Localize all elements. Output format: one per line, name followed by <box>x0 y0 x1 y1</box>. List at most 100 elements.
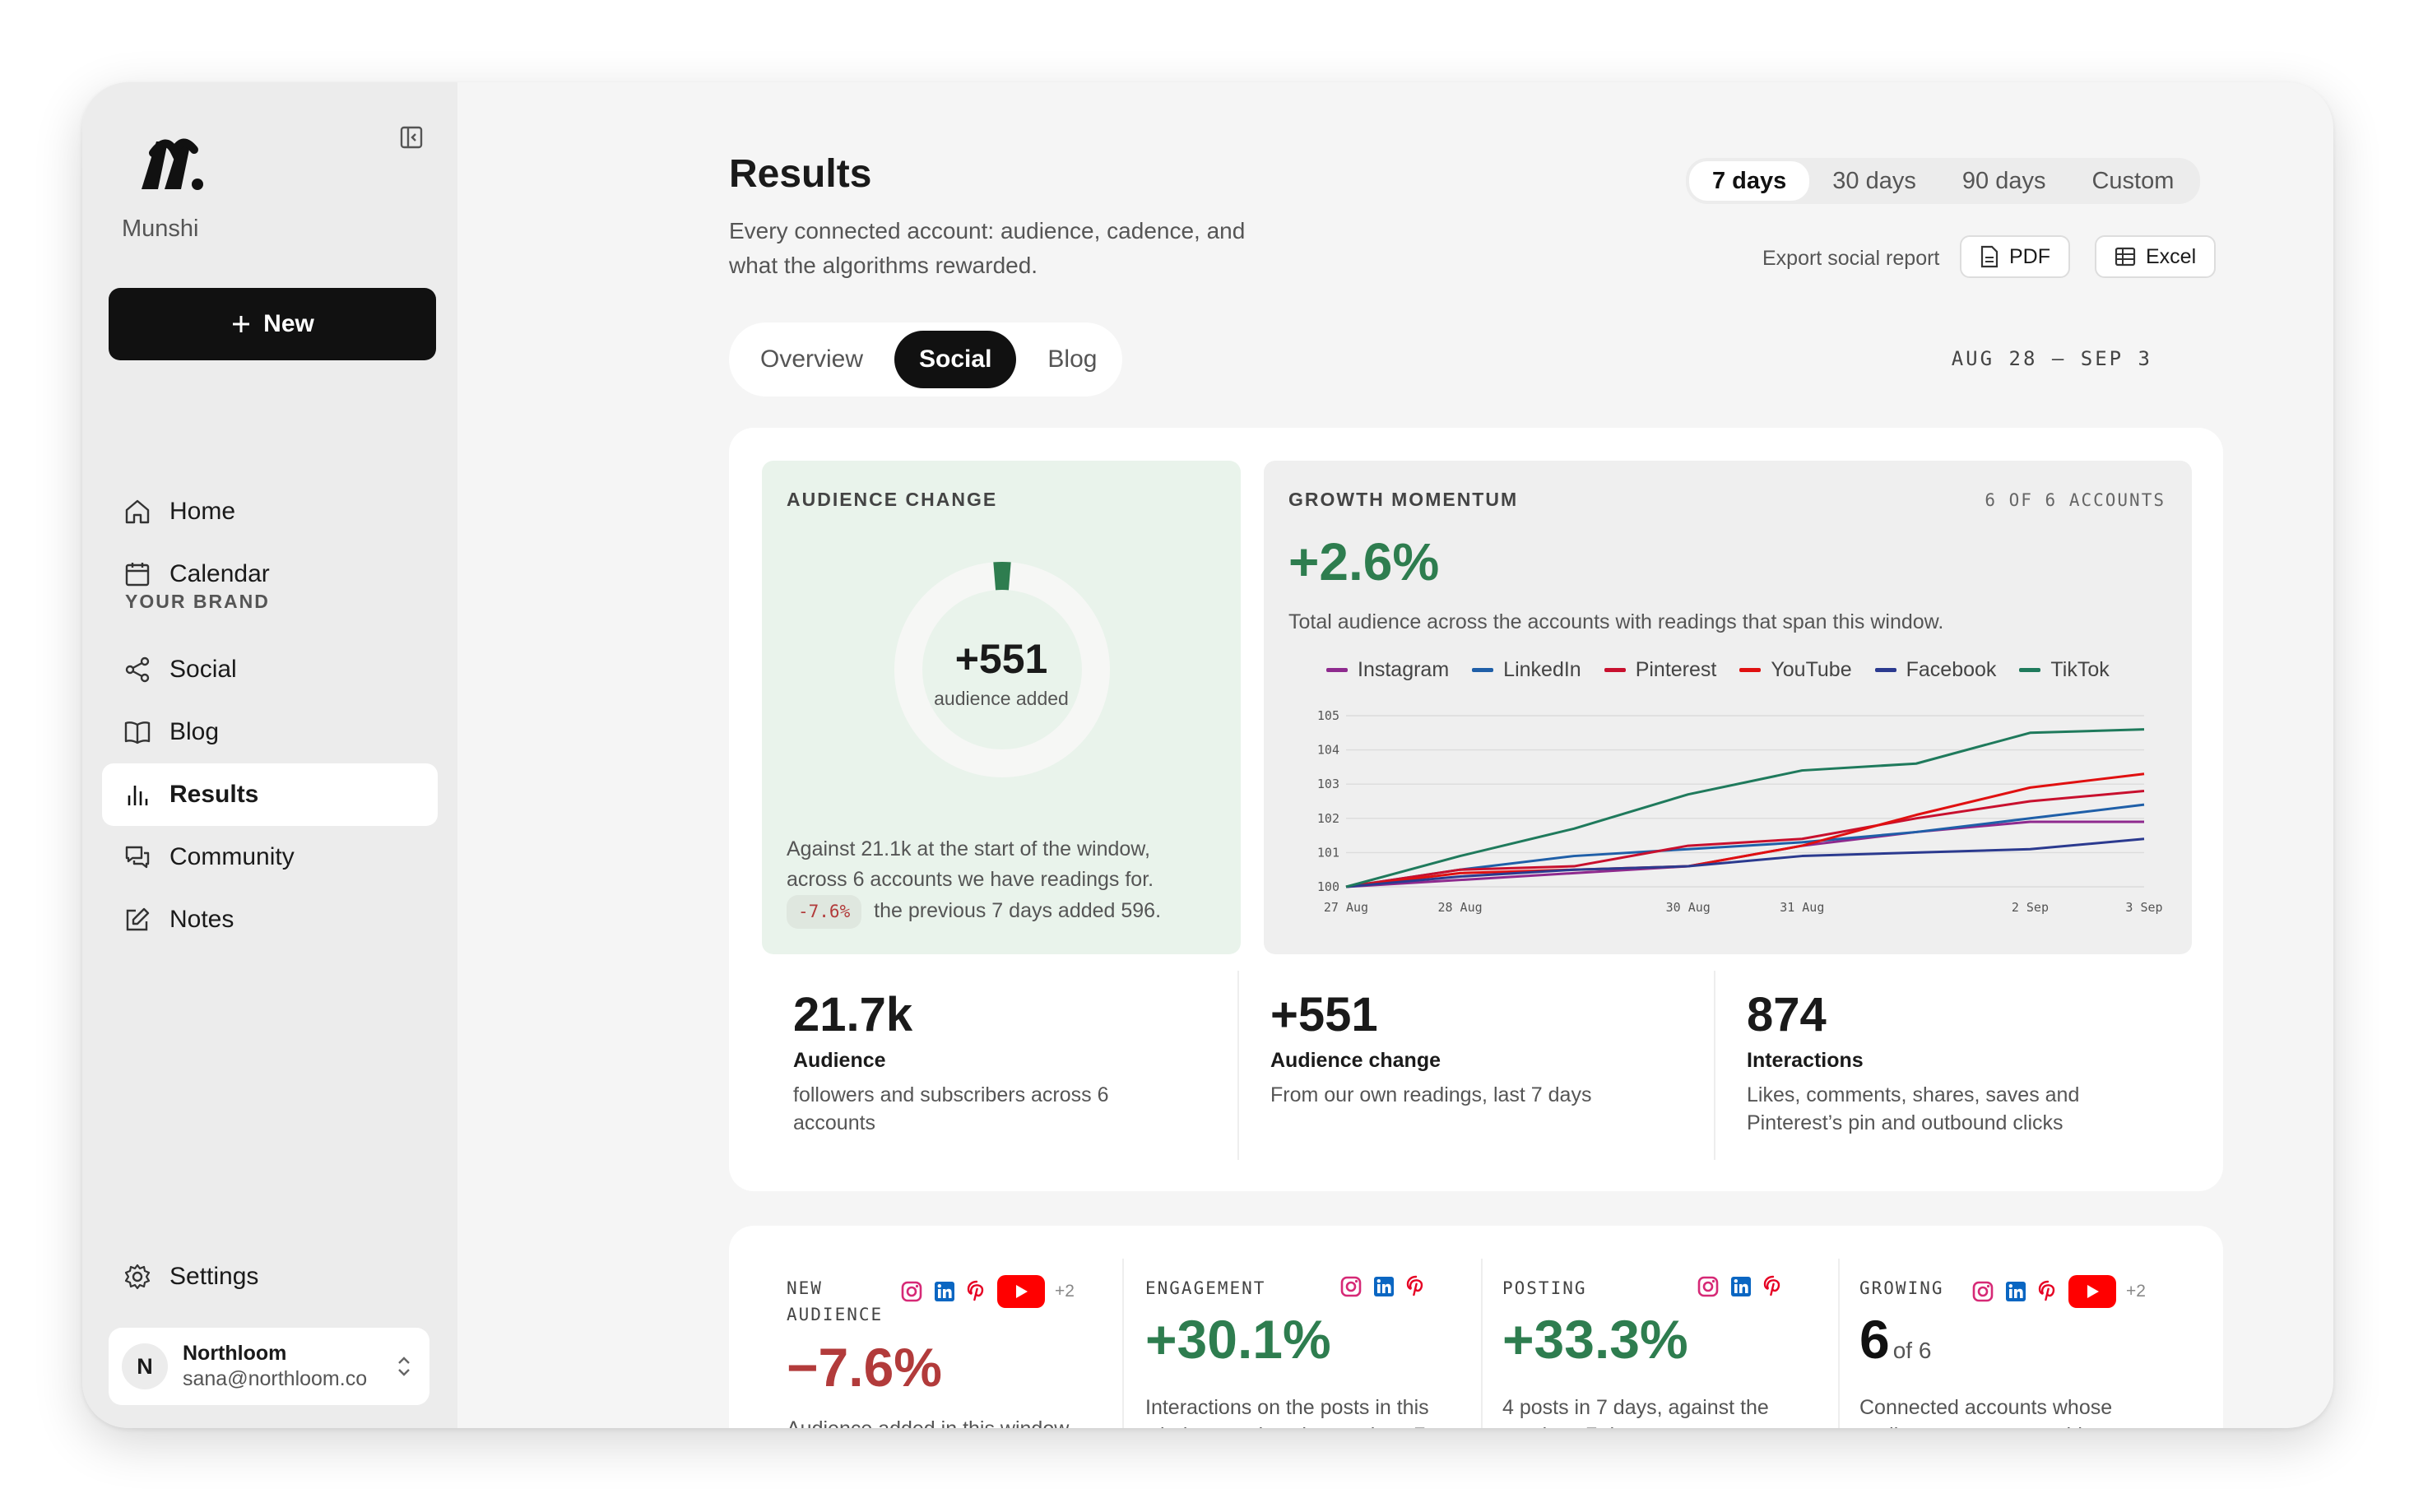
legend-swatch <box>1874 668 1896 672</box>
new-button[interactable]: New <box>109 288 436 360</box>
nav-item-notes[interactable]: Notes <box>102 888 438 951</box>
nav-label: Community <box>169 843 295 870</box>
x-tick-label: 28 Aug <box>1437 900 1482 915</box>
kpi-value: −7.6% <box>787 1337 942 1398</box>
gear-icon <box>124 1264 151 1290</box>
y-tick-label: 104 <box>1317 743 1339 758</box>
legend-label: Pinterest <box>1635 658 1717 681</box>
youtube-icon <box>997 1275 1045 1308</box>
pinterest-icon <box>1763 1275 1780 1296</box>
nav-item-social[interactable]: Social <box>102 638 438 701</box>
x-tick-label: 27 Aug <box>1324 900 1368 915</box>
stat-value: 874 <box>1747 988 1827 1041</box>
series-line-tiktok <box>1345 728 2145 888</box>
more-platforms-count: +2 <box>1055 1282 1075 1301</box>
linkedin-icon <box>2006 1282 2026 1301</box>
x-tick-label: 3 Sep <box>2125 900 2162 915</box>
linkedin-icon <box>1374 1277 1394 1296</box>
export-pdf-button[interactable]: PDF <box>1960 235 2070 278</box>
platform-icons <box>1339 1275 1427 1298</box>
audience-change-value: +551 <box>954 636 1048 682</box>
account-email: sana@northloom.co <box>183 1367 368 1390</box>
book-icon <box>124 721 151 744</box>
kpi-label: POSTING <box>1502 1278 1587 1298</box>
nav-item-calendar[interactable]: Calendar <box>102 543 438 605</box>
divider <box>1714 971 1715 1160</box>
series-line-facebook <box>1345 837 2145 888</box>
nav-label: Social <box>169 656 237 683</box>
nav-item-home[interactable]: Home <box>102 480 438 543</box>
platform-icons <box>1697 1275 1784 1298</box>
tab-blog[interactable]: Blog <box>1047 346 1098 373</box>
pinterest-icon <box>1406 1275 1423 1296</box>
munshi-logo <box>142 138 203 190</box>
series-line-linkedin <box>1345 803 2145 888</box>
range-tab-7-days[interactable]: 7 days <box>1689 161 1810 201</box>
app-window: Munshi New Home Calendar YOUR BRAND So <box>82 82 2333 1428</box>
series-line-youtube <box>1345 772 2145 888</box>
audience-change-label: AUDIENCE CHANGE <box>787 489 998 510</box>
legend-item: TikTok <box>2019 658 2110 682</box>
kpi-card: NEW AUDIENCE +2 −7.6% Audience added in … <box>729 1226 2223 1428</box>
chevron-updown-icon <box>398 1357 410 1376</box>
kpi-engagement: ENGAGEMENT +30.1% Interactions on the po… <box>1145 1275 1458 1428</box>
legend-label: TikTok <box>2050 658 2110 681</box>
kpi-value-number: 6 <box>1859 1309 1890 1370</box>
collapse-sidebar-icon[interactable] <box>399 125 424 150</box>
divider <box>1237 971 1239 1160</box>
nav-item-blog[interactable]: Blog <box>102 701 438 763</box>
kpi-label: GROWING <box>1859 1278 1944 1298</box>
stat-interactions: 874 Interactions Likes, comments, shares… <box>1747 987 2133 1168</box>
kpi-value: +33.3% <box>1502 1309 1688 1370</box>
legend-swatch <box>1326 668 1348 672</box>
instagram-icon <box>901 1281 922 1302</box>
nav-label: Notes <box>169 906 234 933</box>
legend-swatch <box>1472 668 1494 672</box>
table-icon <box>2115 247 2136 267</box>
tab-social[interactable]: Social <box>894 331 1017 388</box>
kpi-value: 6 of 6 <box>1859 1308 1931 1371</box>
nav-item-community[interactable]: Community <box>102 826 438 888</box>
divider <box>1838 1259 1840 1428</box>
calendar-icon <box>125 563 150 587</box>
export-label: Export social report <box>1762 247 1940 270</box>
legend-label: Instagram <box>1358 658 1450 681</box>
range-tab-custom[interactable]: Custom <box>2091 167 2175 194</box>
kpi-description: Connected accounts whose audience rose a… <box>1859 1396 2113 1428</box>
divider <box>1122 1259 1124 1428</box>
legend-item: Pinterest <box>1604 658 1717 682</box>
y-tick-label: 102 <box>1317 811 1339 826</box>
kpi-value-suffix: of 6 <box>1892 1338 1932 1363</box>
audience-change-panel: AUDIENCE CHANGE +551 audience added Agai… <box>762 461 1241 954</box>
nav-label: Home <box>169 498 236 525</box>
account-switcher[interactable]: N Northloom sana@northloom.co <box>109 1328 429 1405</box>
linkedin-icon <box>1731 1277 1751 1296</box>
view-tabs: Overview Social Blog <box>729 322 1122 397</box>
pinterest-icon <box>967 1280 984 1301</box>
edit-note-icon <box>126 907 150 931</box>
legend-label: Facebook <box>1906 658 1997 681</box>
growth-line-chart: 100 101 102 103 104 105 27 Aug 28 Aug 30 Aug 31 A… <box>1317 708 2163 915</box>
audience-note-tail: the previous 7 days added 596. <box>874 899 1162 922</box>
pinterest-icon <box>2038 1280 2055 1301</box>
account-info: Northloom sana@northloom.co <box>183 1342 367 1391</box>
page-title: Results <box>729 152 872 196</box>
range-tab-90-days[interactable]: 90 days <box>1961 167 2046 194</box>
settings-nav: Settings <box>102 1245 438 1308</box>
stat-value: +551 <box>1270 988 1378 1041</box>
export-excel-button[interactable]: Excel <box>2095 235 2217 278</box>
range-tab-30-days[interactable]: 30 days <box>1832 167 1916 194</box>
tab-overview[interactable]: Overview <box>760 346 864 373</box>
kpi-value: +30.1% <box>1145 1309 1331 1370</box>
section-label-your-brand: YOUR BRAND <box>125 591 270 612</box>
nav-item-settings[interactable]: Settings <box>102 1245 438 1308</box>
more-platforms-count: +2 <box>2126 1282 2146 1301</box>
y-tick-label: 105 <box>1317 708 1339 723</box>
stat-audience-change: +551 Audience change From our own readin… <box>1270 987 1665 1168</box>
legend-item: YouTube <box>1739 658 1852 682</box>
document-icon <box>1980 245 1999 268</box>
nav-item-results[interactable]: Results <box>102 763 438 826</box>
stat-label: Audience change <box>1270 1049 1441 1072</box>
main-nav: Home Calendar <box>102 480 438 605</box>
legend-label: YouTube <box>1771 658 1852 681</box>
